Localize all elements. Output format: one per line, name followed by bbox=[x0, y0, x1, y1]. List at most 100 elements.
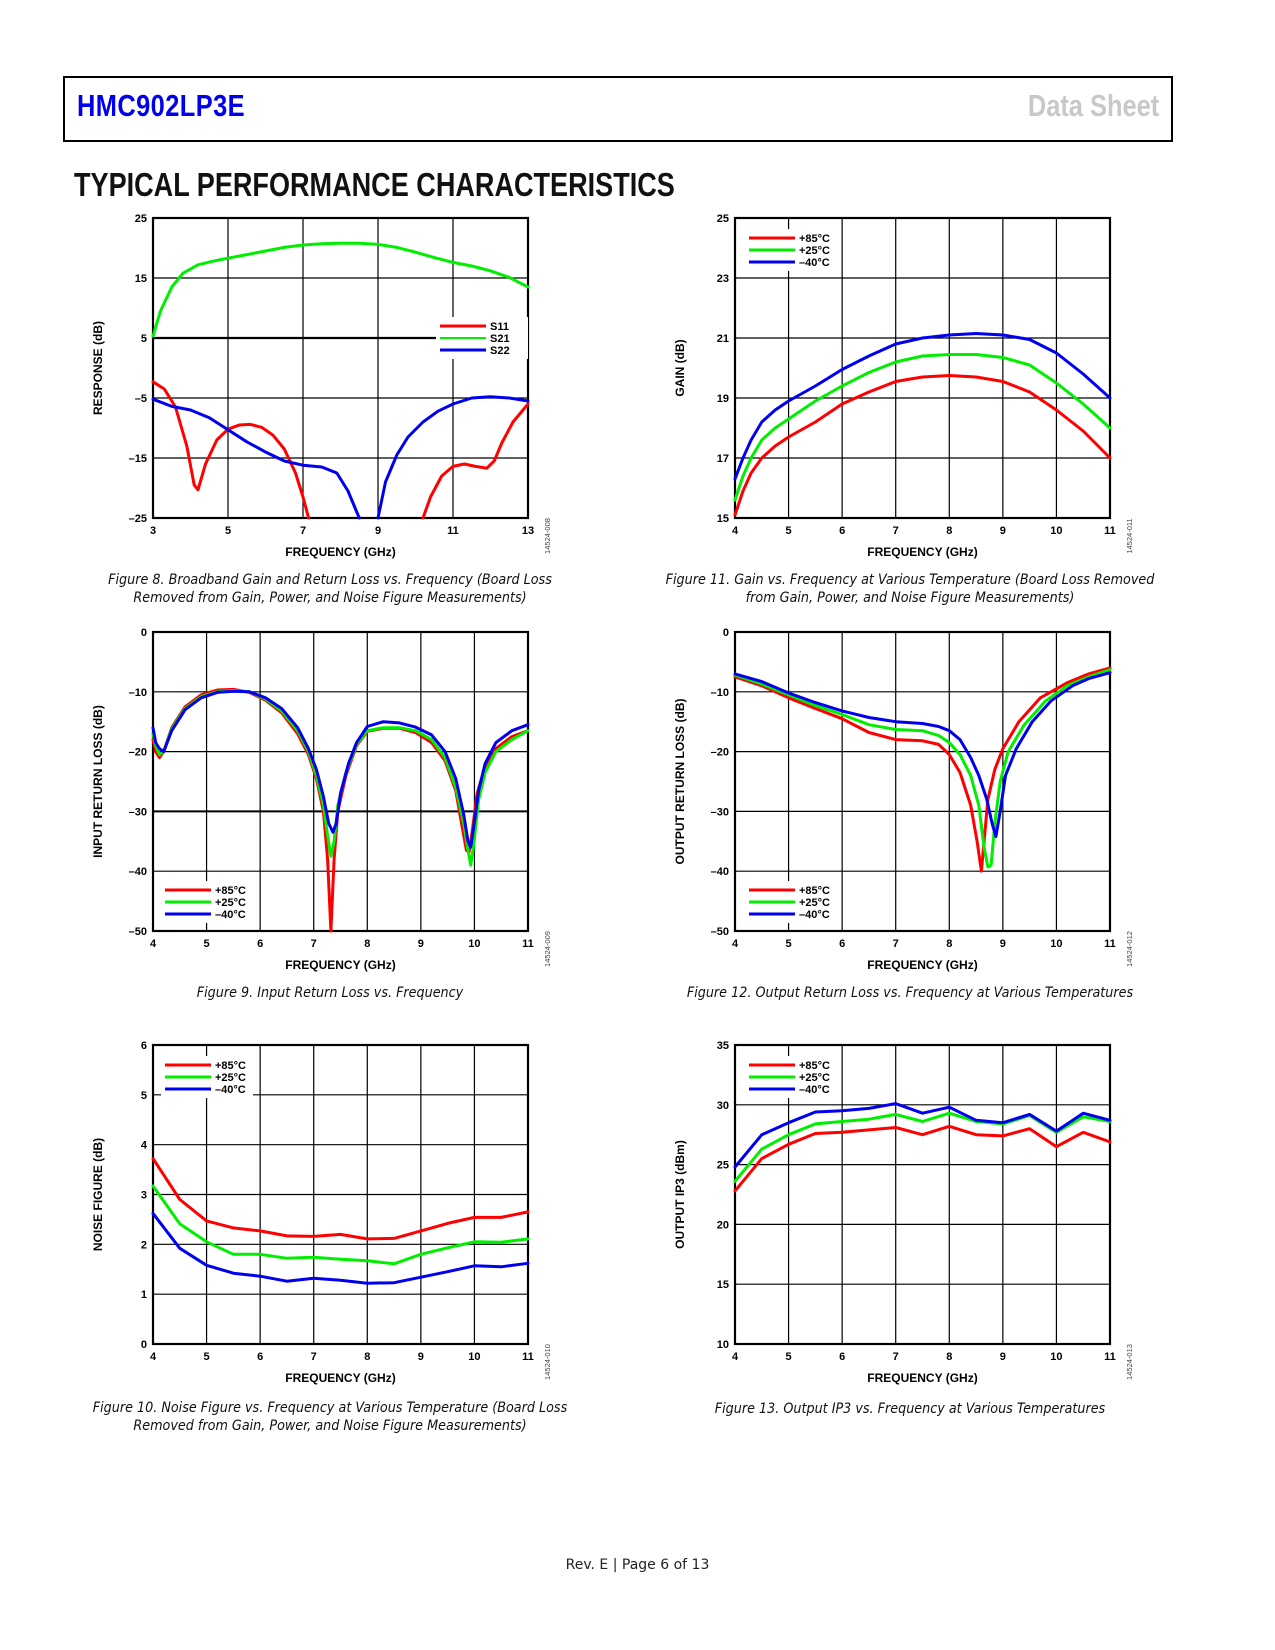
section-title: TYPICAL PERFORMANCE CHARACTERISTICS bbox=[74, 166, 675, 203]
y-axis-label: RESPONSE (dB) bbox=[91, 321, 105, 415]
legend-label: +25°C bbox=[799, 1072, 830, 1084]
y-axis-label: OUTPUT IP3 (dBm) bbox=[673, 1140, 687, 1249]
y-tick-label: 35 bbox=[717, 1040, 729, 1052]
x-axis-label: FREQUENCY (GHz) bbox=[285, 1371, 395, 1385]
chart-svg: +85°C+25°C–40°C 4 5 6 7 8 9 10 11 0 –10 –20 –30 –40 –5… bbox=[91, 627, 552, 972]
figure-11-chart: +85°C +25°C –40°C 4 5 6 7 8 9 10 11 25 23 21 19 17 15 FRE… bbox=[665, 198, 1150, 568]
x-tick-label: 4 bbox=[732, 1351, 739, 1363]
x-tick-label: 6 bbox=[257, 1351, 263, 1363]
figure-13-chart: +85°C +25°C –40°C 4 5 6 7 8 9 10 11 35 30 25 20 15 10 FRE… bbox=[665, 1025, 1150, 1394]
series-line-s21 bbox=[151, 241, 530, 338]
legend-label: –40°C bbox=[799, 909, 830, 921]
x-tick-label: 9 bbox=[418, 1351, 424, 1363]
figure-9-chart: +85°C +25°C –40°C 4 5 6 7 8 9 10 11 0 –10 –20 –30 –40 –5… bbox=[83, 612, 568, 981]
y-tick-label: 17 bbox=[717, 453, 729, 465]
x-tick-label: 10 bbox=[1050, 1351, 1062, 1363]
figure-caption: Removed from Gain, Power, and Noise Figu… bbox=[133, 1418, 527, 1434]
y-tick-label: 25 bbox=[135, 213, 147, 225]
y-tick-label: –30 bbox=[129, 806, 147, 818]
figure-caption: Figure 11. Gain vs. Frequency at Various… bbox=[665, 572, 1155, 588]
figure-code: 14524-012 bbox=[1125, 931, 1134, 967]
y-tick-label: –30 bbox=[711, 806, 729, 818]
series-line-s22 bbox=[151, 397, 361, 520]
x-tick-label: 6 bbox=[839, 938, 845, 950]
chart-svg: +85°C+25°C–40°C 4 5 6 7 8 9 10 11 25 23 21 19 17 15 FRE… bbox=[673, 213, 1134, 559]
figure-10-chart: +85°C +25°C –40°C 4 5 6 7 8 9 10 11 6 5 4 3 2 1 0 FREQUENC… bbox=[83, 1025, 568, 1394]
figure-8-chart: S11 S21 S22 3 5 7 9 11 13 25 15 5 –5 –15 –25 FREQUENCY … bbox=[83, 198, 568, 568]
y-axis-label: NOISE FIGURE (dB) bbox=[91, 1138, 105, 1251]
x-axis-label: FREQUENCY (GHz) bbox=[867, 958, 977, 972]
x-tick-label: 4 bbox=[732, 938, 739, 950]
x-tick-label: 6 bbox=[257, 938, 263, 950]
y-axis-label: GAIN (dB) bbox=[673, 339, 687, 396]
x-tick-label: 4 bbox=[732, 525, 739, 537]
y-tick-label: 30 bbox=[717, 1100, 729, 1112]
plot-frame bbox=[733, 216, 1112, 520]
figure-code: 14524-010 bbox=[543, 1344, 552, 1380]
plot-frame bbox=[151, 216, 530, 520]
x-tick-label: 10 bbox=[1050, 938, 1062, 950]
figure-caption: Figure 10. Noise Figure vs. Frequency at… bbox=[92, 1400, 568, 1416]
series-line--25-c bbox=[151, 1184, 530, 1266]
x-tick-label: 9 bbox=[418, 938, 424, 950]
y-tick-label: –5 bbox=[135, 393, 147, 405]
x-tick-label: 11 bbox=[447, 525, 459, 537]
plot-frame bbox=[733, 1043, 1112, 1346]
series-line--40-c bbox=[733, 1102, 1112, 1169]
chart-svg: +85°C+25°C–40°C 4 5 6 7 8 9 10 11 0 –10 –20 –30 –40 –5… bbox=[673, 627, 1134, 972]
x-tick-label: 5 bbox=[786, 938, 792, 950]
legend-label: +25°C bbox=[215, 897, 246, 909]
x-tick-label: 6 bbox=[839, 525, 845, 537]
legend-label: –40°C bbox=[215, 909, 246, 921]
legend-label: S21 bbox=[490, 333, 510, 345]
x-tick-label: 7 bbox=[311, 1351, 317, 1363]
series-line--40-c bbox=[733, 332, 1112, 481]
x-tick-label: 4 bbox=[150, 938, 157, 950]
y-tick-label: 15 bbox=[717, 513, 729, 525]
y-tick-label: 4 bbox=[141, 1140, 148, 1152]
page-header: HMC902LP3E Data Sheet bbox=[63, 76, 1173, 142]
y-tick-label: –10 bbox=[711, 687, 729, 699]
y-tick-label: 0 bbox=[141, 1339, 147, 1351]
series-line--25-c bbox=[733, 1111, 1112, 1183]
x-axis-label: FREQUENCY (GHz) bbox=[867, 545, 977, 559]
x-tick-label: 9 bbox=[1000, 1351, 1006, 1363]
y-tick-label: –20 bbox=[711, 747, 729, 759]
plot-frame bbox=[151, 630, 530, 933]
y-tick-label: –10 bbox=[129, 687, 147, 699]
x-tick-label: 11 bbox=[1104, 1351, 1116, 1363]
figure-caption: Figure 12. Output Return Loss vs. Freque… bbox=[686, 985, 1134, 1001]
page-footer: Rev. E | Page 6 of 13 bbox=[565, 1557, 710, 1573]
y-tick-label: 10 bbox=[717, 1339, 729, 1351]
series-line--85-c bbox=[733, 374, 1112, 517]
x-tick-label: 4 bbox=[150, 1351, 157, 1363]
x-tick-label: 5 bbox=[204, 1351, 210, 1363]
figure-code: 14524-013 bbox=[1125, 1344, 1134, 1380]
figure-caption: Figure 8. Broadband Gain and Return Loss… bbox=[108, 572, 552, 588]
y-tick-label: –50 bbox=[711, 926, 729, 938]
legend-label: +85°C bbox=[215, 885, 246, 897]
x-tick-label: 3 bbox=[150, 525, 156, 537]
x-axis-label: FREQUENCY (GHz) bbox=[867, 1371, 977, 1385]
x-tick-label: 9 bbox=[1000, 525, 1006, 537]
legend-label: +25°C bbox=[799, 897, 830, 909]
figure-caption: Figure 9. Input Return Loss vs. Frequenc… bbox=[196, 985, 464, 1001]
y-tick-label: 3 bbox=[141, 1190, 147, 1202]
y-tick-label: 2 bbox=[141, 1239, 147, 1251]
plot-frame bbox=[733, 630, 1112, 933]
y-tick-label: 5 bbox=[141, 333, 147, 345]
x-tick-label: 5 bbox=[786, 1351, 792, 1363]
y-tick-label: 21 bbox=[717, 333, 729, 345]
legend-label: +85°C bbox=[799, 233, 830, 245]
series-line--85-c bbox=[733, 1124, 1112, 1193]
x-tick-label: 13 bbox=[522, 525, 534, 537]
x-axis-label: FREQUENCY (GHz) bbox=[285, 545, 395, 559]
y-tick-label: 23 bbox=[717, 273, 729, 285]
y-tick-label: –40 bbox=[129, 866, 147, 878]
legend-label: S22 bbox=[490, 345, 510, 357]
x-tick-label: 5 bbox=[225, 525, 231, 537]
x-tick-label: 8 bbox=[364, 1351, 370, 1363]
series-line-s22b bbox=[376, 395, 530, 520]
x-tick-label: 7 bbox=[893, 1351, 899, 1363]
